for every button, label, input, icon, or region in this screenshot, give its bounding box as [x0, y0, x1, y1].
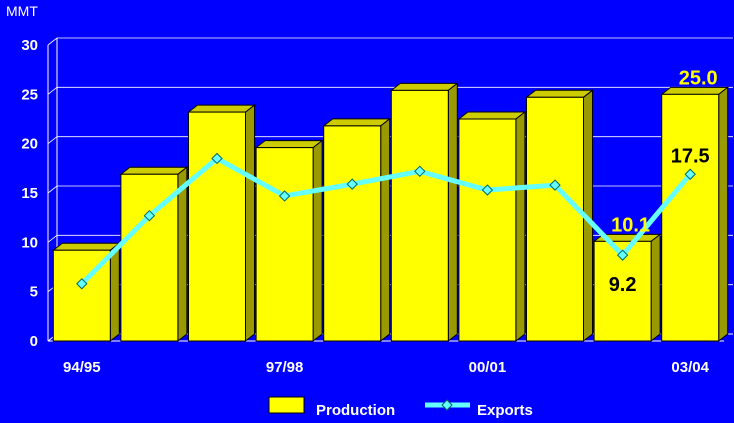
bar-top: [254, 140, 324, 149]
data-label: 9.2: [609, 274, 637, 296]
x-tick-label: 94/95: [63, 359, 101, 376]
bar: [51, 242, 121, 343]
x-tick-label: 00/01: [469, 359, 507, 376]
data-label: 25.0: [679, 67, 718, 89]
bar-top: [187, 104, 256, 113]
legend-swatch-exports-marker: [441, 399, 453, 411]
data-label: 10.1: [611, 214, 650, 236]
bar: [187, 104, 256, 343]
exports-marker: [211, 152, 223, 165]
bar: [525, 89, 594, 343]
bar: [389, 82, 459, 343]
bar-top: [322, 118, 392, 127]
legend-swatch-production: [268, 396, 305, 414]
y-unit-label: MMT: [6, 3, 38, 19]
bar-side: [447, 82, 458, 343]
exports-line: [80, 155, 693, 286]
x-tick-label: 03/04: [671, 359, 709, 376]
y-tick-label: 10: [21, 234, 38, 251]
y-tick-label: 0: [30, 333, 38, 350]
bar-front: [526, 96, 584, 342]
legend-label-production: Production: [316, 402, 395, 419]
y-tick-label: 25: [21, 86, 38, 103]
bar-front: [390, 89, 449, 342]
y-tick-label: 30: [21, 37, 38, 54]
exports-marker: [143, 209, 156, 222]
legend: Production Exports: [268, 396, 533, 419]
gridline: [47, 86, 733, 95]
bar-front: [661, 93, 720, 342]
bar-top: [119, 166, 189, 175]
bar-side: [109, 242, 120, 343]
bar-front: [52, 249, 111, 342]
exports-marker: [346, 178, 358, 190]
exports-marker: [549, 179, 561, 191]
data-label: 17.5: [671, 145, 710, 167]
bar-front: [188, 111, 246, 342]
legend-label-exports: Exports: [477, 402, 533, 419]
bar-side: [515, 110, 526, 343]
bar-front: [458, 118, 517, 342]
exports-marker: [414, 165, 426, 178]
y-tick-label: 5: [30, 284, 38, 301]
bar: [660, 86, 730, 343]
y-tick-label: 20: [21, 136, 38, 153]
gridline: [47, 37, 733, 46]
bar-top: [389, 82, 459, 91]
bar-side: [380, 117, 391, 343]
bar: [254, 139, 324, 343]
bar-side: [650, 233, 661, 343]
bar-top: [51, 242, 121, 251]
exports-marker: [76, 278, 88, 290]
y-tick-label: 15: [21, 185, 38, 202]
exports-marker: [278, 190, 291, 202]
bar: [457, 110, 527, 343]
exports-marker: [684, 168, 696, 180]
x-tick-label: 97/98: [266, 359, 304, 376]
bar-top: [457, 111, 527, 120]
bar-front: [323, 125, 382, 342]
bar-side: [245, 104, 255, 343]
bar: [322, 117, 392, 343]
bar-front: [255, 147, 314, 342]
exports-marker: [616, 249, 629, 261]
bar-side: [312, 139, 323, 343]
bar-top: [525, 89, 594, 98]
bar-side: [718, 86, 729, 343]
gridline: [47, 136, 733, 144]
exports-marker: [481, 184, 494, 196]
